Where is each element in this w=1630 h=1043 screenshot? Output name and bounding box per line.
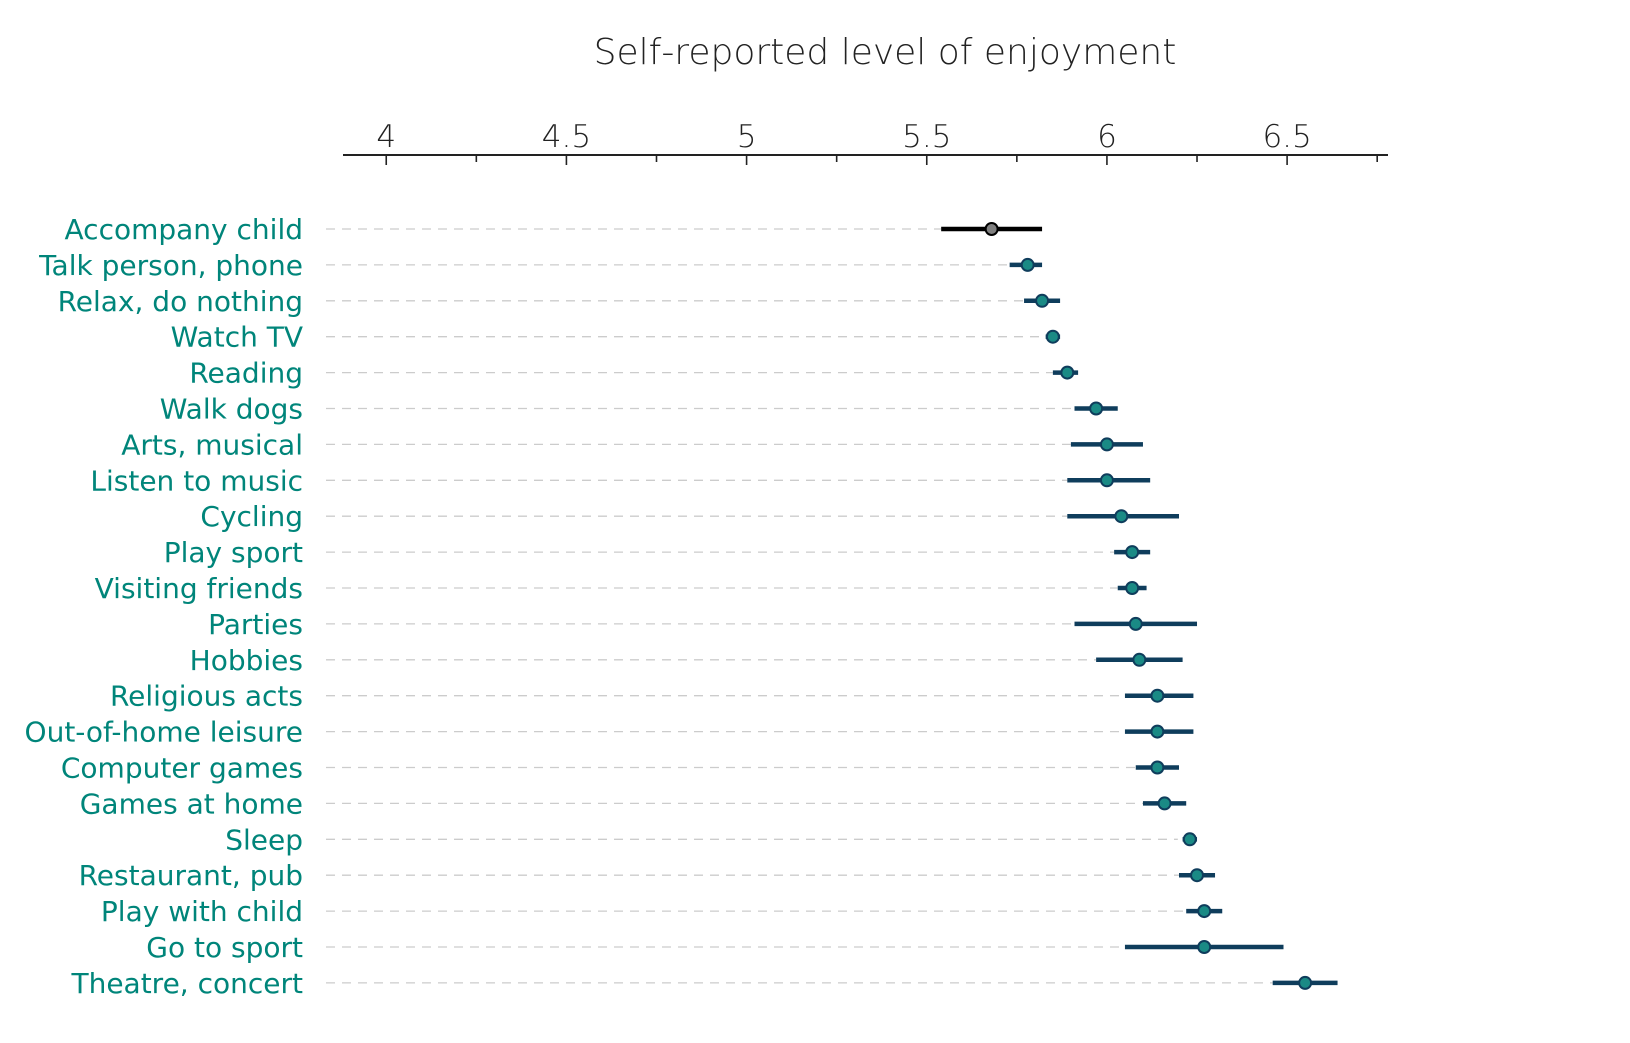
point-estimate (1020, 257, 1035, 272)
point-estimate (1099, 473, 1114, 488)
x-tick-label: 4 (376, 119, 396, 155)
point-estimate (1190, 868, 1205, 883)
point-estimate (1045, 329, 1060, 344)
x-tick-label: 6 (1097, 119, 1117, 155)
point-estimate (1197, 940, 1212, 954)
point-estimate (1060, 365, 1075, 380)
category-label: Play sport (164, 536, 303, 569)
point-estimate (1035, 293, 1050, 308)
category-label: Computer games (61, 752, 303, 785)
category-label: Visiting friends (95, 572, 303, 605)
point-estimate (1150, 724, 1165, 739)
category-label: Talk person, phone (38, 249, 303, 282)
guide-lines (326, 228, 1273, 984)
point-estimate (1150, 760, 1165, 775)
category-label: Go to sport (146, 931, 303, 964)
x-tick-label: 5.5 (902, 119, 951, 155)
category-label: Reading (189, 357, 303, 390)
category-label: Out-of-home leisure (25, 716, 303, 749)
x-tick-label: 4.5 (542, 119, 591, 155)
point-estimate (1125, 581, 1140, 595)
point-estimate (1150, 688, 1165, 703)
x-axis: 4 4.5 5 5.5 6 6.5 (343, 119, 1388, 165)
point-estimate (1298, 975, 1313, 990)
category-label: Hobbies (190, 644, 303, 677)
category-label: Restaurant, pub (79, 859, 303, 892)
category-label: Parties (208, 608, 303, 641)
point-estimate (984, 222, 999, 236)
category-label: Theatre, concert (70, 967, 303, 1000)
category-label: Listen to music (90, 464, 303, 497)
category-label: Arts, musical (121, 428, 303, 461)
point-estimate (1114, 509, 1129, 524)
x-tick-label: 6.5 (1262, 119, 1311, 155)
x-tick-label: 5 (737, 119, 757, 155)
category-label: Games at home (80, 787, 303, 820)
category-label: Cycling (200, 500, 303, 533)
category-label: Sleep (225, 823, 303, 856)
point-estimate (1157, 796, 1172, 811)
point-estimate (1089, 401, 1104, 416)
error-bars (941, 226, 1338, 986)
point-estimate (1182, 832, 1197, 847)
point-estimate (1128, 616, 1143, 631)
category-label: Play with child (101, 895, 303, 928)
point-estimate (1197, 904, 1212, 919)
point-estimate (1125, 545, 1140, 560)
point-estimate (1099, 437, 1114, 452)
chart-title: Self-reported level of enjoyment (594, 32, 1177, 73)
category-label: Walk dogs (160, 393, 303, 426)
category-label: Watch TV (171, 321, 303, 354)
category-label: Religious acts (110, 680, 303, 713)
point-estimates (984, 222, 1313, 990)
category-label: Relax, do nothing (58, 285, 303, 318)
category-label: Accompany child (65, 213, 303, 246)
point-estimate (1132, 652, 1147, 667)
